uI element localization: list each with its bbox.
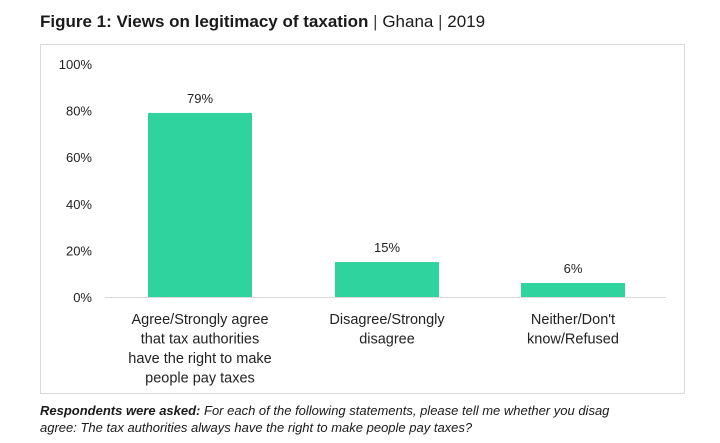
title-separator: | [438, 12, 443, 31]
x-tick-label-line: people pay taxes [145, 371, 255, 387]
x-tick-label: Neither/Don't know/Refused [527, 312, 619, 348]
x-tick-label-line: disagree [359, 332, 415, 348]
x-tick-label-line: that tax authorities [141, 332, 260, 348]
footnote-question-part-2: agree: The tax authorities always have t… [40, 420, 473, 435]
y-tick-label: 0% [73, 290, 92, 305]
y-tick-label: 60% [66, 150, 92, 165]
x-tick-label-line: know/Refused [527, 332, 619, 348]
footnote-line-1: Respondents were asked: For each of the … [40, 402, 720, 419]
data-label: 6% [564, 261, 583, 276]
footnote: Respondents were asked: For each of the … [40, 402, 720, 436]
title-main: Figure 1: Views on legitimacy of taxatio… [40, 12, 369, 31]
data-label: 15% [374, 240, 400, 255]
x-tick-label-line: Disagree/Strongly [329, 312, 445, 328]
chart-title: Figure 1: Views on legitimacy of taxatio… [40, 12, 485, 32]
chart-frame: 0% 20% 40% 60% 80% 100% 79% 15% 6% Agree/Strongly… [40, 44, 685, 394]
bar [521, 283, 625, 297]
bar [148, 112, 252, 298]
bar-chart: 0% 20% 40% 60% 80% 100% 79% 15% 6% Agree/Strongly… [59, 57, 666, 387]
x-tick-label-line: have the right to make [128, 351, 271, 367]
x-tick-label: Disagree/Strongly disagree [329, 312, 445, 348]
title-separator: | [373, 12, 378, 31]
x-tick-label-line: Agree/Strongly agree [131, 312, 268, 328]
footnote-question-part-1: For each of the following statements, pl… [204, 403, 610, 418]
x-tick-label-line: Neither/Don't [531, 312, 615, 328]
y-tick-label: 20% [66, 243, 92, 258]
bar [335, 262, 439, 297]
y-tick-label: 100% [59, 57, 93, 72]
title-country: Ghana [382, 12, 434, 31]
x-tick-label: Agree/Strongly agree that tax authorities… [128, 312, 271, 387]
title-year: 2019 [447, 12, 486, 31]
y-tick-label: 80% [66, 104, 92, 119]
y-tick-label: 40% [66, 197, 92, 212]
footnote-lead: Respondents were asked: [40, 403, 201, 418]
data-label: 79% [187, 91, 213, 106]
